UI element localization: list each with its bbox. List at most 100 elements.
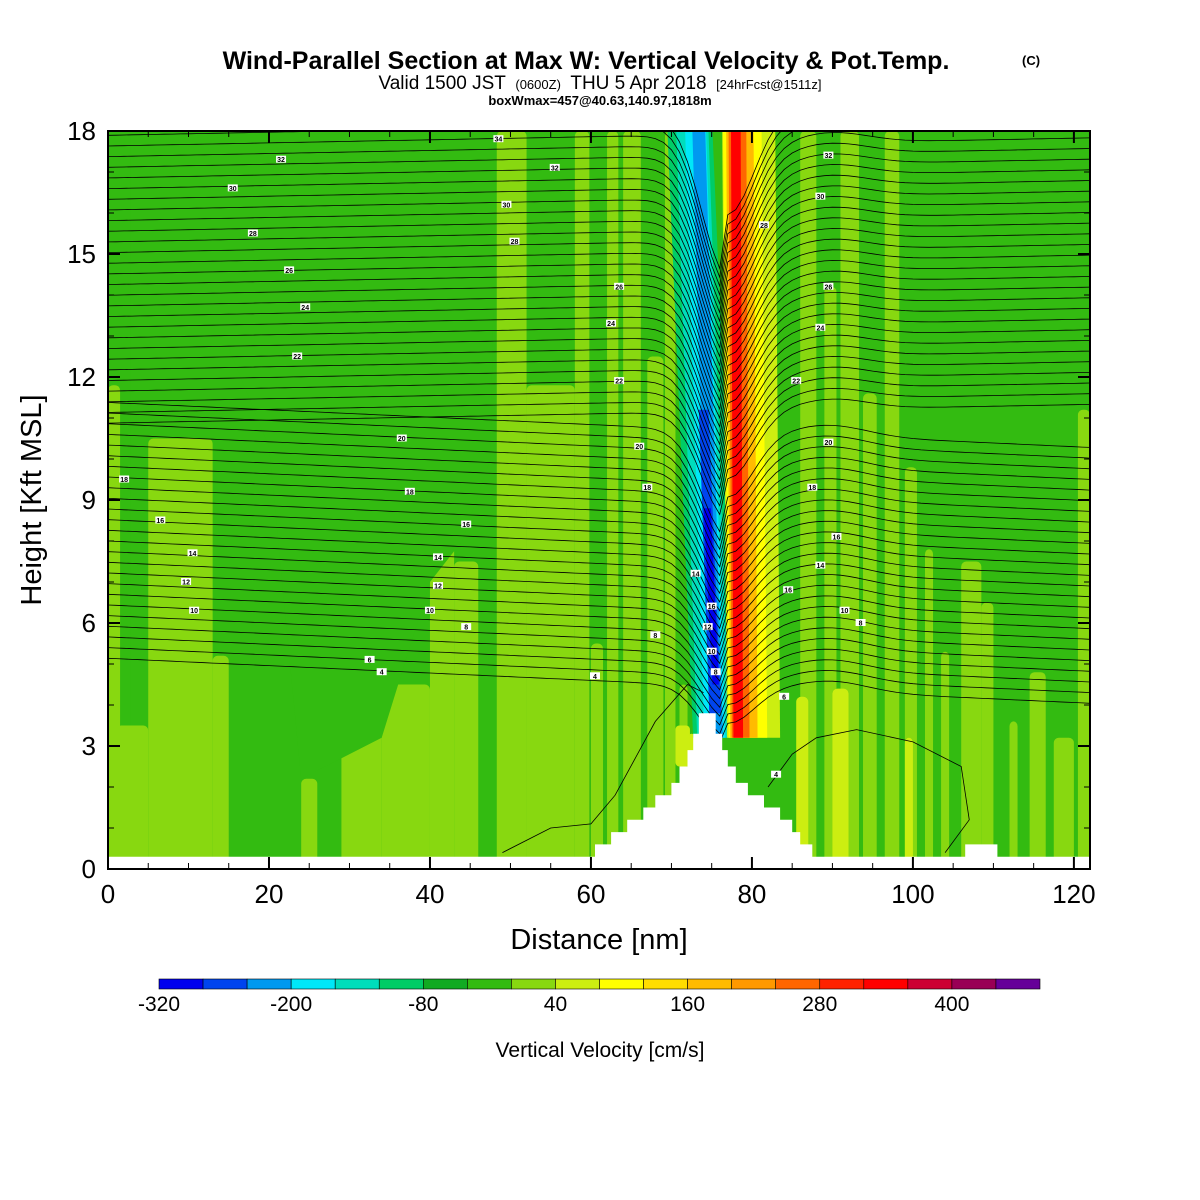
subtitle-utc: (0600Z)	[515, 77, 561, 92]
contour-label: 30	[229, 186, 237, 193]
theta-contour	[108, 206, 1090, 358]
velocity-fill	[381, 684, 430, 869]
contour-label-bg	[376, 668, 387, 676]
contour-label-bg	[710, 668, 721, 676]
contour-label-bg	[807, 483, 818, 491]
contour-label-bg	[815, 561, 826, 569]
contour-label-bg	[831, 532, 842, 540]
contour-label-bg	[433, 582, 444, 590]
theta-contour	[108, 508, 1090, 621]
colorbar-swatch	[246, 978, 292, 990]
velocity-fill	[116, 725, 149, 869]
contour-label: 12	[434, 584, 442, 591]
theta-contour	[108, 487, 1090, 603]
contour-label-bg	[706, 647, 717, 655]
contour-label: 14	[816, 563, 824, 570]
colorbar-tick-label: 400	[934, 993, 969, 1016]
colorbar-swatch	[643, 978, 688, 990]
contour-label-bg	[424, 606, 435, 614]
contour-label: 16	[156, 518, 164, 525]
contour-label: 4	[593, 674, 597, 681]
theta-contour	[108, 498, 1090, 612]
contour-label-bg	[155, 516, 166, 524]
contour-label: 12	[704, 625, 712, 632]
velocity-fill	[703, 508, 719, 685]
contour-label-bg	[501, 200, 512, 208]
velocity-fill	[1053, 737, 1074, 869]
colorbar-tick-label: 40	[544, 993, 567, 1016]
theta-contour	[108, 593, 1090, 691]
contour-label: 30	[816, 194, 824, 201]
contour-label-bg	[614, 377, 625, 385]
contour-label-bg	[276, 155, 287, 163]
y-tick-label: 15	[67, 239, 96, 269]
contour-label-bg	[690, 569, 701, 577]
velocity-fill	[800, 131, 817, 869]
contour-label-bg	[461, 623, 472, 631]
contour-label-bg	[433, 553, 444, 561]
y-tick-label: 9	[82, 485, 96, 515]
colorbar-swatch	[731, 978, 777, 990]
velocity-fill	[904, 737, 913, 869]
colorbar-swatch	[422, 978, 468, 990]
contour-label-bg	[823, 282, 834, 290]
contour-label: 6	[782, 694, 786, 701]
theta-contour	[108, 153, 1090, 314]
theta-contour	[108, 647, 1090, 735]
contour-label: 30	[503, 202, 511, 209]
contour-label-bg	[187, 549, 198, 557]
colorbar-swatch	[995, 978, 1041, 990]
contour-label: 24	[816, 325, 824, 332]
box-wmax-info: boxWmax=457@40.63,140.97,1818m	[488, 93, 711, 108]
colorbar-tick-label: -80	[408, 993, 438, 1016]
contour-label-bg	[614, 282, 625, 290]
contour-label-bg	[759, 221, 770, 229]
theta-contour	[108, 164, 1090, 323]
theta-contour	[108, 657, 1090, 744]
contour-label: 6	[368, 657, 372, 664]
colorbar-swatch	[555, 978, 600, 990]
velocity-fill	[647, 356, 664, 869]
colorbar-tick-label: 160	[670, 993, 705, 1016]
theta-contour	[108, 476, 1090, 595]
velocity-fill	[1029, 672, 1046, 869]
theta-contour	[108, 625, 1090, 717]
contour-label: 28	[249, 231, 257, 238]
velocity-fill	[301, 778, 318, 869]
theta-contour	[108, 132, 1090, 297]
theta-contour	[108, 604, 1090, 700]
colorbar-swatch	[511, 978, 556, 990]
contour-label: 10	[426, 608, 434, 615]
theta-contour	[108, 142, 1090, 306]
velocity-fill	[796, 696, 809, 869]
contour-label: 26	[825, 284, 833, 291]
contour-label: 4	[774, 772, 778, 779]
colorbar-swatch	[819, 978, 865, 990]
theta-contour	[108, 345, 1090, 472]
x-tick-label: 100	[891, 879, 934, 909]
theta-contour	[108, 334, 1090, 463]
colorbar-swatch	[334, 978, 380, 990]
contour-label: 16	[833, 534, 841, 541]
theta-contour	[108, 281, 1090, 420]
contour-label-bg	[227, 184, 238, 192]
contour-label-bg	[606, 319, 617, 327]
velocity-fill	[981, 602, 994, 869]
contour-label-bg	[702, 623, 713, 631]
velocity-fill	[1009, 721, 1018, 869]
contour-label: 8	[464, 625, 468, 632]
colorbar-swatch	[687, 978, 732, 990]
contour-label-bg	[509, 237, 520, 245]
contour-label-bg	[189, 606, 200, 614]
contour-label: 4	[380, 670, 384, 677]
copyright-mark: (C)	[1022, 53, 1040, 68]
contour-label: 24	[301, 305, 309, 312]
contour-label-bg	[783, 586, 794, 594]
theta-contour	[108, 270, 1090, 411]
theta-contour	[108, 455, 1090, 577]
x-axis-label: Distance [nm]	[510, 924, 687, 956]
y-tick-label: 6	[82, 608, 96, 638]
y-tick-label: 12	[67, 362, 96, 392]
velocity-fill	[623, 131, 641, 869]
theta-contour	[108, 323, 1090, 455]
